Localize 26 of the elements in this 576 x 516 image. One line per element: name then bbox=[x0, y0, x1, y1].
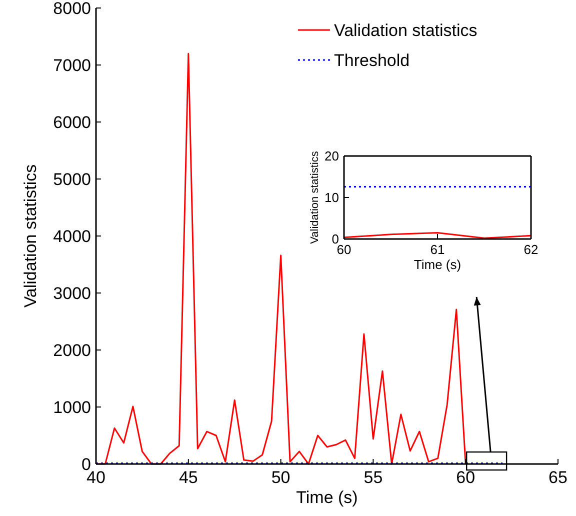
y-axis-title: Validation statistics bbox=[309, 150, 321, 244]
y-tick-label: 6000 bbox=[53, 112, 91, 132]
y-tick-label: 5000 bbox=[53, 170, 91, 189]
y-axis-title: Validation statistics bbox=[21, 164, 40, 308]
x-tick-label: 61 bbox=[430, 242, 445, 257]
legend-label: Validation statistics bbox=[334, 20, 478, 40]
legend-label: Threshold bbox=[334, 50, 410, 70]
y-tick-label: 4000 bbox=[53, 226, 91, 246]
x-axis-title: Time (s) bbox=[296, 488, 358, 508]
x-tick-label: 55 bbox=[364, 468, 383, 487]
y-tick-label: 10 bbox=[324, 190, 339, 206]
x-tick-label: 45 bbox=[178, 468, 198, 487]
y-tick-label: 0 bbox=[332, 232, 339, 247]
y-tick-label: 20 bbox=[324, 148, 339, 164]
y-tick-label: 2000 bbox=[53, 340, 91, 360]
y-tick-label: 3000 bbox=[53, 284, 91, 303]
y-tick-label: 1000 bbox=[53, 398, 91, 417]
x-tick-label: 60 bbox=[336, 242, 352, 257]
y-tick-label: 0 bbox=[82, 454, 91, 474]
x-tick-label: 62 bbox=[524, 242, 538, 257]
y-tick-label: 8000 bbox=[53, 0, 91, 18]
y-tick-label: 7000 bbox=[53, 56, 91, 75]
x-tick-label: 65 bbox=[548, 468, 568, 487]
x-tick-label: 60 bbox=[456, 468, 476, 487]
x-axis-title: Time (s) bbox=[414, 256, 462, 272]
x-tick-label: 50 bbox=[271, 468, 290, 487]
